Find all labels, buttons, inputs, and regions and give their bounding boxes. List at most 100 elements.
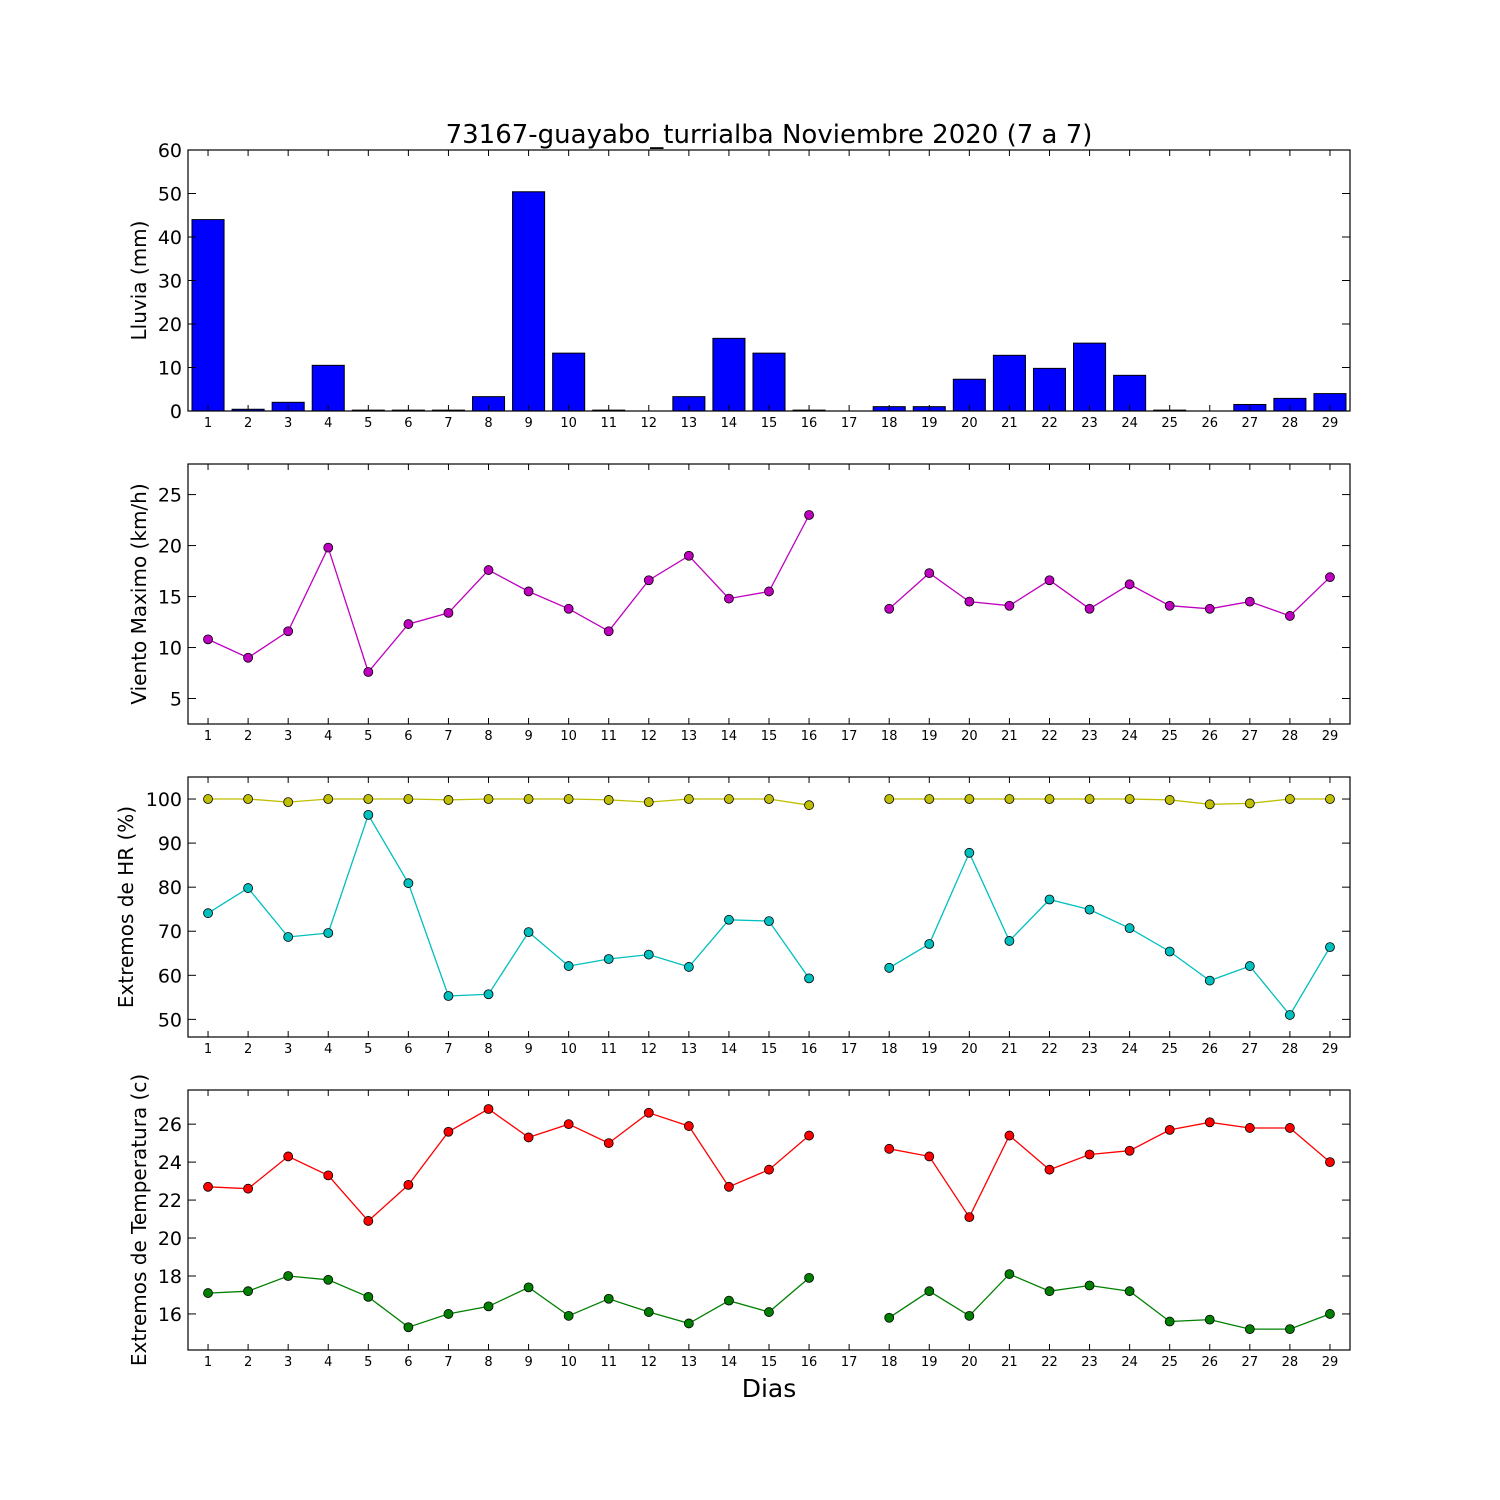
series-2-point-day-12 [643, 949, 654, 960]
y-tick-label: 25 [158, 485, 182, 507]
series-2-point-day-26 [1204, 975, 1215, 986]
series-1-point-day-21 [1004, 1130, 1015, 1141]
series-1-point-day-14 [724, 1181, 734, 1192]
series-1-point-day-18 [884, 1143, 895, 1154]
x-tick-label: 29 [1322, 1042, 1339, 1057]
y-tick-label: 26 [158, 1114, 182, 1136]
x-tick-label: 27 [1242, 1042, 1259, 1057]
series-1-point-day-19 [924, 568, 935, 578]
x-tick-label: 14 [721, 1042, 738, 1057]
y-tick-label: 70 [158, 921, 182, 943]
series-2-point-day-16 [804, 973, 814, 984]
rain-bar-day-4 [311, 364, 345, 412]
series-1-point-day-6 [403, 1179, 414, 1190]
series-2-point-day-5 [363, 809, 374, 820]
y-tick-label: 5 [170, 689, 182, 711]
x-tick-label: 4 [324, 729, 332, 744]
series-1-point-day-21 [1004, 794, 1015, 804]
x-tick-label: 8 [484, 416, 492, 431]
x-tick-label: 24 [1121, 416, 1138, 431]
y-tick-label: 20 [158, 1228, 182, 1250]
series-2-point-day-7 [443, 991, 454, 1001]
x-tick-label: 25 [1161, 416, 1178, 431]
series-1-line-1 [207, 514, 810, 674]
x-tick-label: 7 [444, 1355, 452, 1370]
series-1-line-2 [888, 572, 1331, 617]
x-tick-label: 4 [324, 1355, 332, 1370]
x-tick-label: 24 [1121, 1042, 1138, 1057]
x-tick-label: 13 [681, 1355, 698, 1370]
x-tick-label: 5 [364, 729, 372, 744]
series-1-point-day-2 [243, 652, 254, 663]
series-1-point-day-10 [563, 794, 574, 804]
y-tick-label: 60 [158, 965, 182, 987]
series-1-point-day-28 [1284, 611, 1295, 621]
series-2-point-day-11 [603, 1293, 614, 1304]
series-2-point-day-13 [683, 962, 694, 972]
series-1-point-day-5 [363, 667, 374, 677]
x-tick-label: 12 [641, 1042, 658, 1057]
y-tick-label: 80 [158, 877, 182, 899]
x-tick-label: 21 [1001, 1042, 1018, 1057]
x-tick-label: 26 [1201, 729, 1218, 744]
series-1-point-day-25 [1164, 795, 1175, 805]
chart-panel-1: 1 2 3 4 5 6 7 8 9 10 11 12 13 14 15 16 17 18 19 20 21 22 23 24 2… [127, 140, 1351, 431]
series-1-point-day-29 [1325, 1157, 1335, 1168]
series-2-point-day-3 [283, 932, 294, 942]
x-tick-label: 1 [204, 1355, 212, 1370]
series-1-point-day-22 [1044, 1164, 1055, 1175]
series-1-point-day-16 [804, 510, 814, 520]
x-tick-label: 6 [404, 729, 412, 744]
x-tick-label: 16 [801, 1042, 818, 1057]
x-tick-label: 26 [1201, 1355, 1218, 1370]
series-1-point-day-13 [683, 794, 694, 804]
series-1-point-day-27 [1244, 798, 1255, 809]
series-1-point-day-23 [1084, 1149, 1095, 1160]
x-tick-label: 6 [404, 1042, 412, 1057]
series-2-point-day-13 [683, 1318, 694, 1329]
x-tick-label: 23 [1081, 416, 1098, 431]
series-2-point-day-28 [1284, 1324, 1295, 1335]
x-tick-label: 17 [841, 729, 858, 744]
x-tick-label: 29 [1322, 416, 1339, 431]
series-2-point-day-18 [884, 1312, 895, 1323]
series-1-point-day-1 [203, 634, 213, 645]
x-tick-label: 27 [1242, 1355, 1259, 1370]
x-tick-label: 25 [1161, 1042, 1178, 1057]
y-tick-label: 15 [158, 587, 182, 609]
series-1-point-day-3 [283, 1151, 294, 1162]
series-1-line-2 [889, 798, 1330, 805]
series-1-point-day-19 [924, 794, 935, 804]
series-1-point-day-8 [483, 794, 494, 804]
x-tick-label: 3 [284, 729, 292, 744]
series-1-point-day-27 [1244, 596, 1255, 607]
series-1-point-day-14 [724, 794, 734, 804]
series-1-point-day-7 [443, 607, 454, 618]
x-tick-label: 20 [961, 416, 978, 431]
series-2-point-day-20 [964, 1310, 975, 1321]
x-tick-label: 12 [641, 1355, 658, 1370]
series-2-point-day-25 [1164, 1316, 1175, 1327]
series-1-point-day-26 [1204, 603, 1215, 614]
series-1-point-day-24 [1124, 794, 1135, 804]
series-1-point-day-9 [523, 1132, 534, 1143]
series-2-point-day-14 [724, 1295, 734, 1306]
x-tick-label: 23 [1081, 1355, 1098, 1370]
series-2-point-day-24 [1124, 923, 1135, 934]
x-tick-label: 21 [1001, 416, 1018, 431]
series-2-point-day-2 [243, 883, 254, 893]
series-1-point-day-13 [683, 550, 694, 561]
x-tick-label: 10 [560, 1355, 577, 1370]
series-1-point-day-29 [1325, 794, 1335, 804]
rain-bar-day-22 [1032, 367, 1067, 412]
series-1-point-day-28 [1284, 794, 1295, 804]
series-2-point-day-28 [1284, 1010, 1295, 1020]
x-tick-label: 27 [1242, 416, 1259, 431]
y-tick-label: 20 [158, 314, 182, 336]
rain-bar-day-21 [992, 354, 1026, 412]
x-tick-label: 11 [600, 729, 617, 744]
series-2-point-day-15 [764, 1307, 774, 1317]
x-tick-label: 22 [1041, 416, 1058, 431]
x-tick-label: 6 [404, 1355, 412, 1370]
